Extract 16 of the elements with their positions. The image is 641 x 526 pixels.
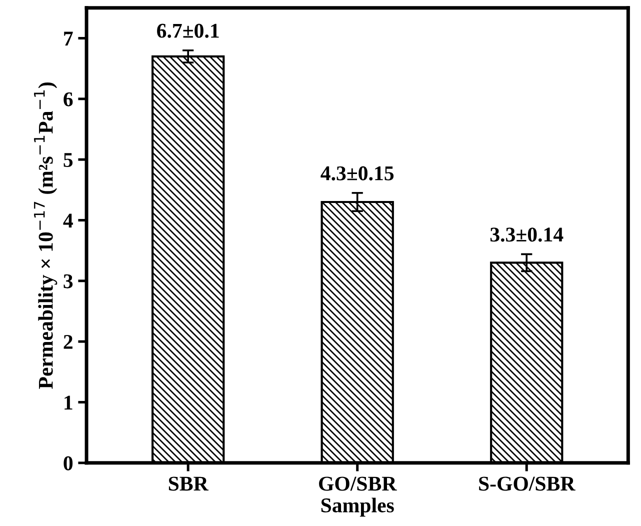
y-tick-label: 3	[64, 274, 73, 288]
data-label: 4.3±0.15	[320, 166, 394, 180]
x-tick-label: SBR	[168, 476, 209, 491]
x-tick-label: S-GO/SBR	[479, 476, 576, 491]
y-tick-label: 1	[64, 396, 72, 410]
x-axis-title: Samples	[321, 498, 394, 517]
y-tick-label: 0	[64, 456, 73, 470]
y-tick-label: 5	[64, 153, 73, 167]
data-label: 3.3±0.14	[490, 228, 564, 242]
y-tick-label: 4	[63, 214, 73, 228]
x-tick-label: GO/SBR	[319, 476, 397, 491]
y-tick-label: 6	[64, 92, 73, 106]
y-tick-label: 7	[64, 32, 73, 46]
data-label: 6.7±0.1	[157, 24, 219, 38]
y-tick-label: 2	[64, 334, 72, 349]
y-axis-title: Permeability × 10$^{−17}$ (m²s$^{−1}$Pa$^{−1}$)	[34, 82, 58, 389]
